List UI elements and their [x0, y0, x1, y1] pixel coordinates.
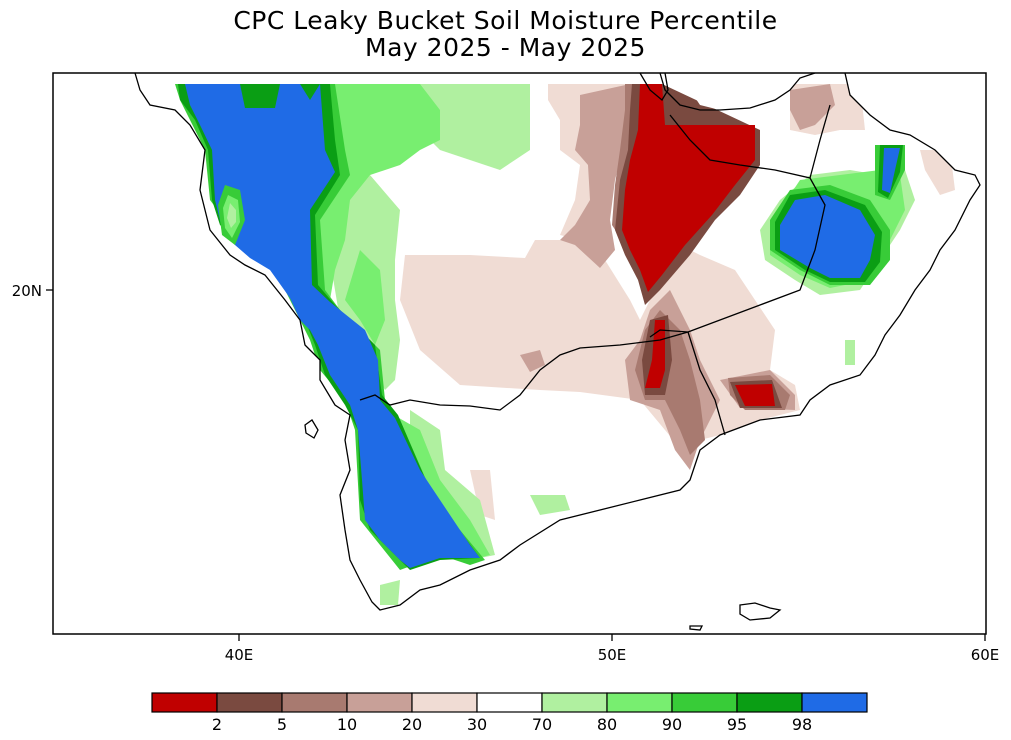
legend-label: 10 — [337, 715, 357, 734]
legend-swatch — [216, 692, 283, 713]
x-tick-label-50e: 50E — [598, 646, 627, 664]
legend-swatch — [476, 692, 543, 713]
axis-ticks — [46, 289, 986, 641]
legend-label: 30 — [467, 715, 487, 734]
sea-mask — [53, 73, 986, 634]
coastline — [134, 73, 981, 631]
country-borders — [359, 104, 831, 436]
legend-swatch — [411, 692, 478, 713]
percentile-fill-blue — [185, 84, 900, 568]
legend-label: 98 — [792, 715, 812, 734]
legend-swatch — [281, 692, 348, 713]
legend-label: 95 — [727, 715, 747, 734]
legend-label: 2 — [212, 715, 222, 734]
legend-swatch — [541, 692, 608, 713]
map-content — [53, 73, 986, 634]
legend-label: 20 — [402, 715, 422, 734]
legend-label: 90 — [662, 715, 682, 734]
color-legend: 2 5 10 20 30 70 80 90 95 98 — [151, 692, 868, 734]
legend-label: 80 — [597, 715, 617, 734]
legend-swatch — [606, 692, 673, 713]
legend-swatch — [151, 692, 218, 713]
map-frame — [52, 72, 987, 635]
x-tick-label-60e: 60E — [971, 646, 1000, 664]
y-tick-label-20n: 20N — [12, 282, 42, 300]
percentile-fill-2 — [622, 84, 775, 406]
x-tick-label-40e: 40E — [225, 646, 254, 664]
legend-swatch — [346, 692, 413, 713]
legend-label: 70 — [532, 715, 552, 734]
legend-swatch — [801, 692, 868, 713]
map-subtitle: May 2025 - May 2025 — [365, 33, 646, 62]
wet-island-west — [218, 185, 245, 245]
legend-swatch — [736, 692, 803, 713]
map-title: CPC Leaky Bucket Soil Moisture Percentil… — [233, 6, 778, 35]
legend-label: 5 — [277, 715, 287, 734]
legend-swatch — [671, 692, 738, 713]
